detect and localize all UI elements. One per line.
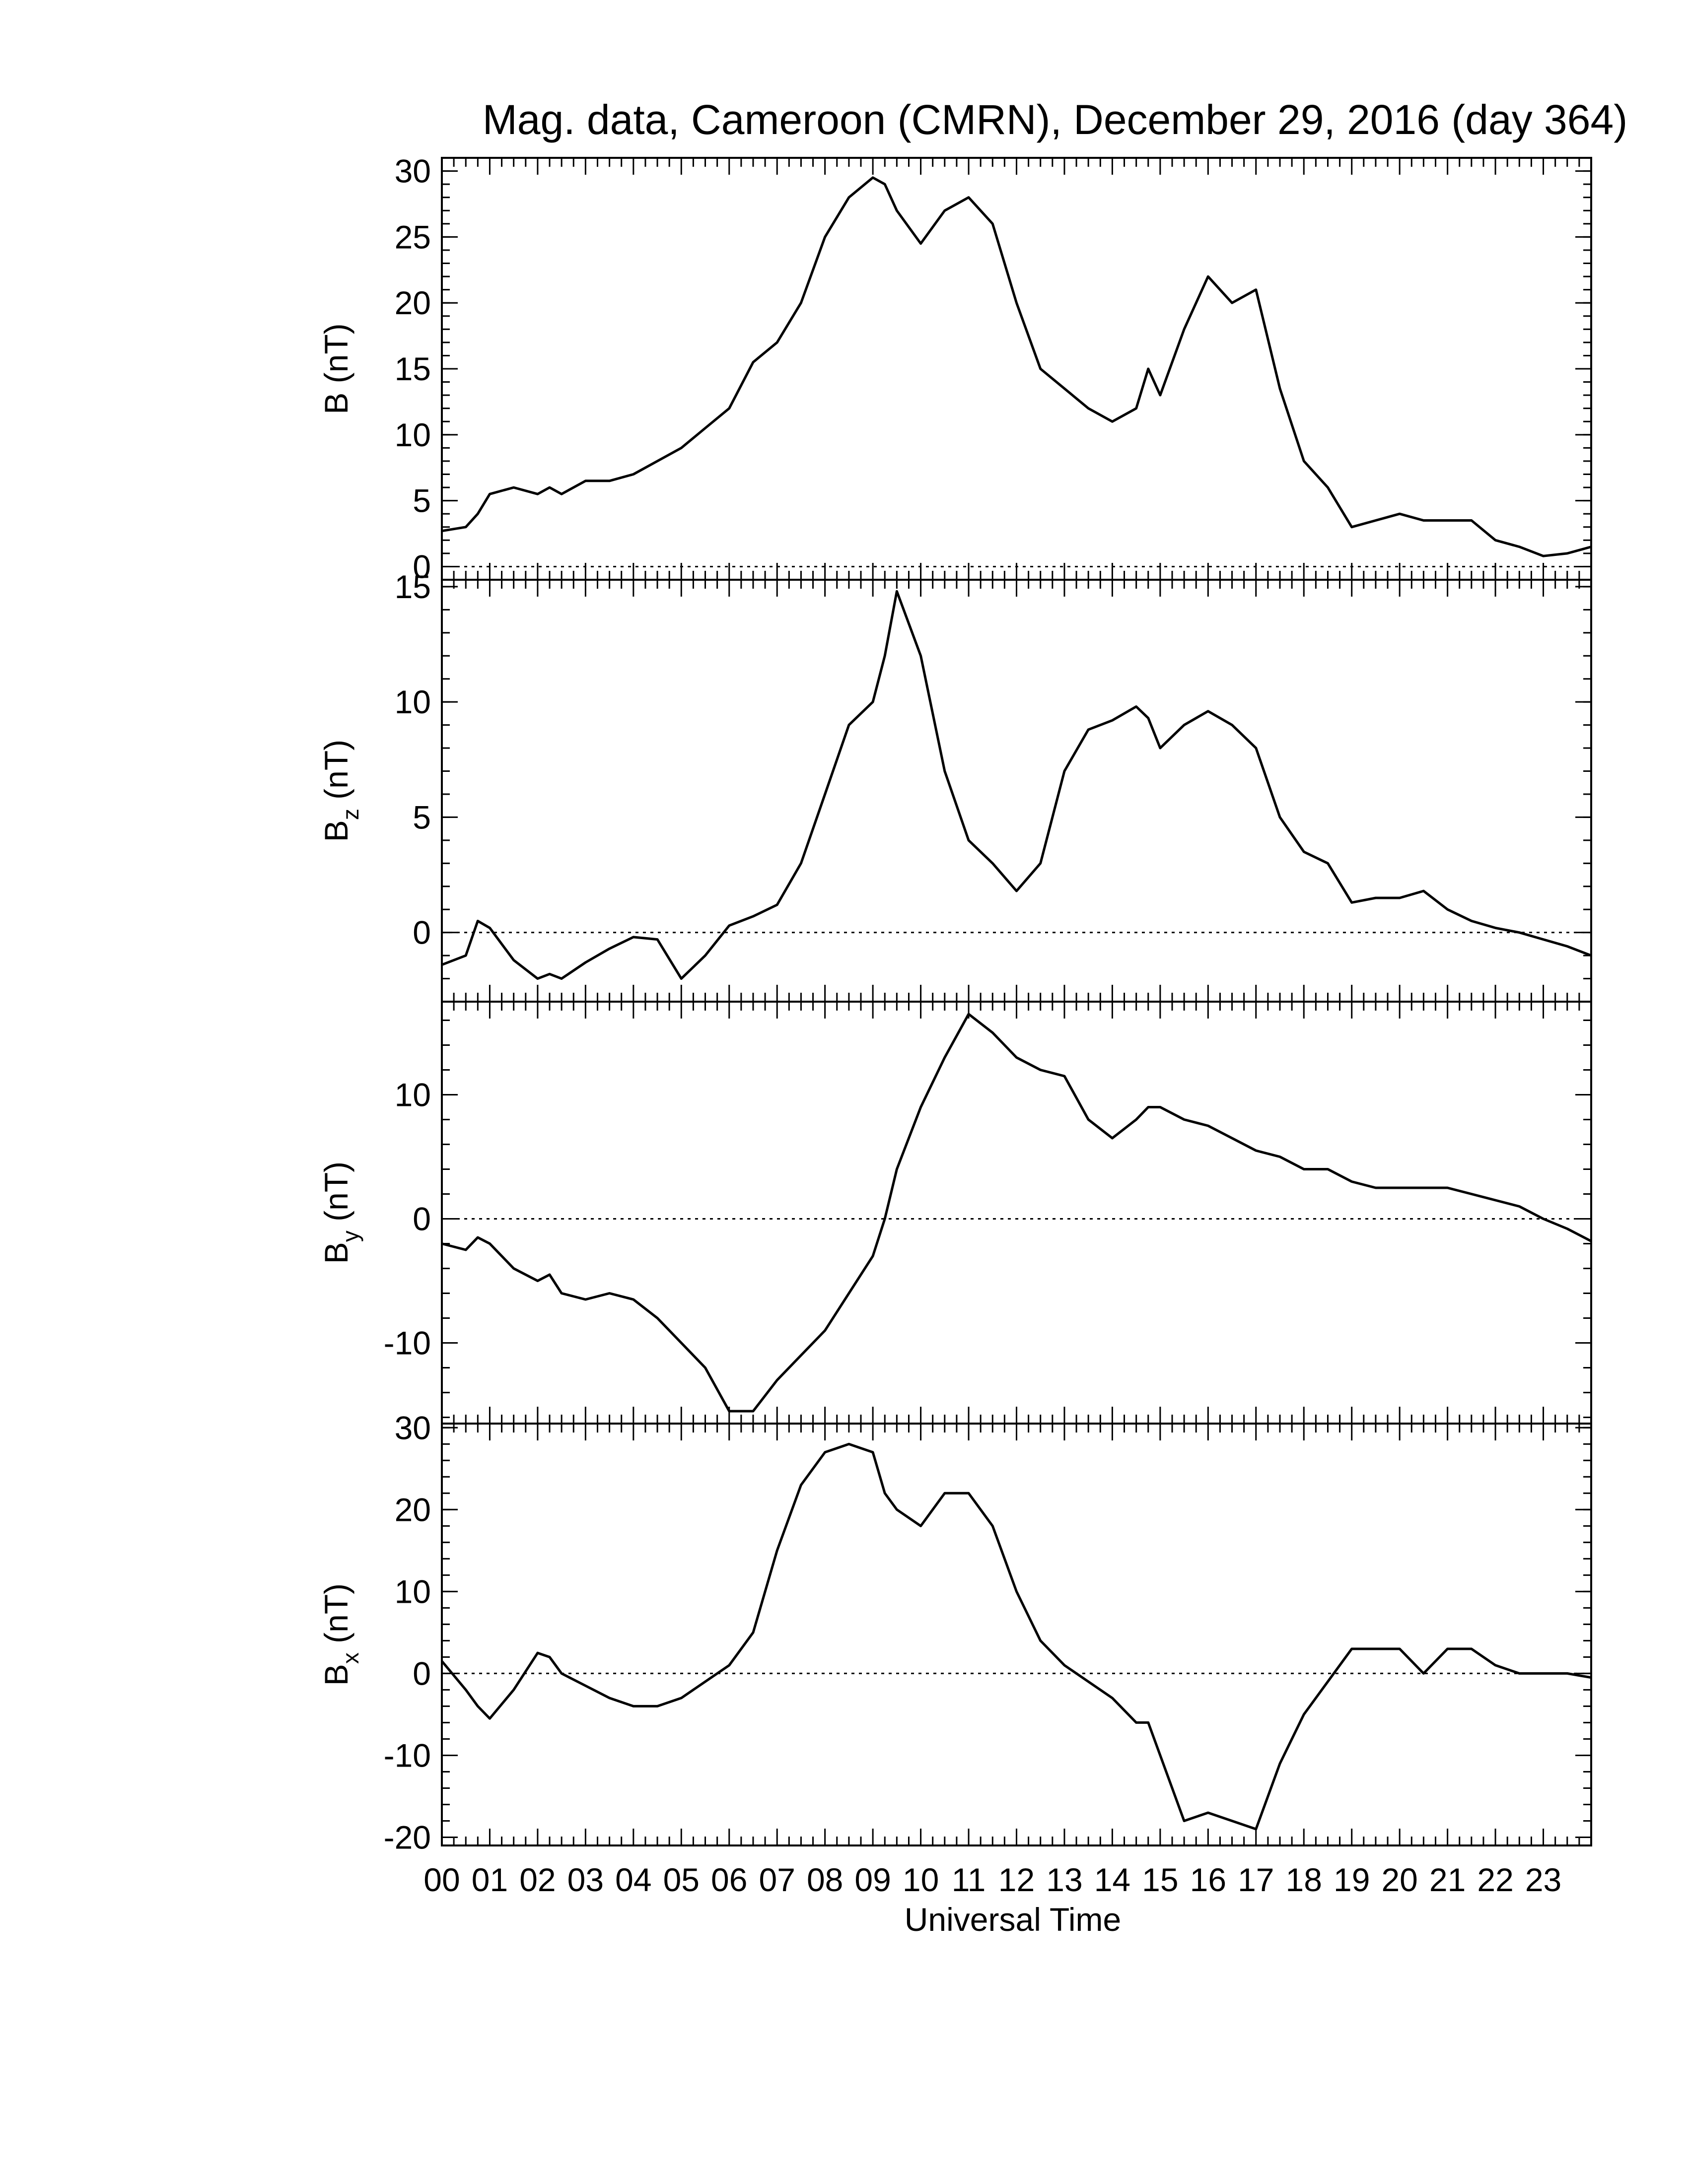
panel-bz: 0 5 10 15 Bz (nT) [318, 568, 1592, 1003]
y-tick-label: 0 [413, 1201, 431, 1237]
y-axis-label-unit: (nT) [318, 740, 354, 809]
y-tick-label: 5 [413, 482, 431, 519]
y-axis-label-subscript: y [338, 1230, 363, 1242]
series-line-bz [441, 590, 1592, 980]
x-tick-label: 13 [1046, 1861, 1082, 1898]
y-tick-label: -20 [384, 1819, 431, 1855]
x-tick-label: 11 [952, 1861, 986, 1898]
y-tick-label: 20 [395, 284, 431, 321]
y-tick-label: 15 [395, 568, 431, 605]
y-axis-label: Bx (nT) [318, 1583, 363, 1686]
x-tick-label: 12 [998, 1861, 1035, 1898]
x-tick-label: 14 [1094, 1861, 1130, 1898]
y-axis-label-unit: (nT) [318, 1161, 354, 1230]
y-tick-label: 0 [413, 914, 431, 951]
x-tick-label: 05 [663, 1861, 700, 1898]
y-tick-label: 30 [395, 1409, 431, 1446]
y-axis-label-unit: (nT) [318, 1583, 354, 1652]
x-tick-label: 18 [1286, 1861, 1322, 1898]
x-tick-label: 06 [711, 1861, 747, 1898]
x-tick-label: 10 [903, 1861, 939, 1898]
y-axis-label: Bz (nT) [318, 740, 363, 842]
x-tick-label: 03 [567, 1861, 604, 1898]
x-tick-label: 19 [1334, 1861, 1370, 1898]
x-tick-label: 04 [615, 1861, 651, 1898]
y-axis-label-unit: (nT) [318, 323, 354, 392]
y-tick-label: 10 [395, 416, 431, 453]
x-axis-label: Universal Time [905, 1901, 1121, 1938]
y-axis-label-symbol: B [318, 393, 354, 414]
series-line-by [441, 1013, 1592, 1413]
x-tick-label: 08 [807, 1861, 843, 1898]
panel-bx: -20 -10 0 10 20 30 Bx (nT) [318, 1409, 1592, 1855]
y-tick-label: 30 [395, 153, 431, 190]
y-tick-label: 10 [395, 683, 431, 720]
y-tick-label: -10 [384, 1325, 431, 1362]
y-tick-label: 0 [413, 1655, 431, 1692]
y-axis-label: By (nT) [318, 1161, 363, 1264]
x-tick-label: 17 [1238, 1861, 1274, 1898]
y-axis-label-symbol: B [318, 1242, 354, 1264]
chart-title: Mag. data, Cameroon (CMRN), December 29,… [483, 96, 1627, 143]
y-axis-label-subscript: x [338, 1652, 363, 1664]
panel-by: -10 0 10 By (nT) [318, 1001, 1592, 1425]
y-tick-label: 0 [413, 548, 431, 585]
y-tick-label: 10 [395, 1573, 431, 1610]
x-tick-label: 16 [1190, 1861, 1226, 1898]
y-axis-label: B (nT) [318, 323, 354, 414]
x-tick-label: 20 [1381, 1861, 1417, 1898]
x-tick-label: 23 [1525, 1861, 1561, 1898]
y-axis-label-subscript: z [338, 809, 363, 820]
y-axis-label-symbol: B [318, 820, 354, 842]
x-tick-label: 21 [1429, 1861, 1466, 1898]
y-axis-label-symbol: B [318, 1664, 354, 1686]
x-tick-label: 09 [854, 1861, 891, 1898]
panel-frame [441, 1423, 1592, 1846]
series-line-bx [441, 1442, 1592, 1831]
y-tick-label: -10 [384, 1737, 431, 1774]
y-tick-label: 25 [395, 218, 431, 255]
x-tick-label: 07 [759, 1861, 795, 1898]
x-tick-label: 02 [519, 1861, 556, 1898]
x-tick-label: 01 [472, 1861, 508, 1898]
y-tick-label: 20 [395, 1491, 431, 1528]
y-tick-label: 10 [395, 1077, 431, 1113]
x-tick-label: 00 [423, 1861, 460, 1898]
series-line-b [441, 176, 1592, 557]
x-tick-label: 15 [1142, 1861, 1178, 1898]
x-tick-label: 22 [1477, 1861, 1513, 1898]
y-tick-label: 5 [413, 799, 431, 835]
y-tick-label: 15 [395, 350, 431, 387]
